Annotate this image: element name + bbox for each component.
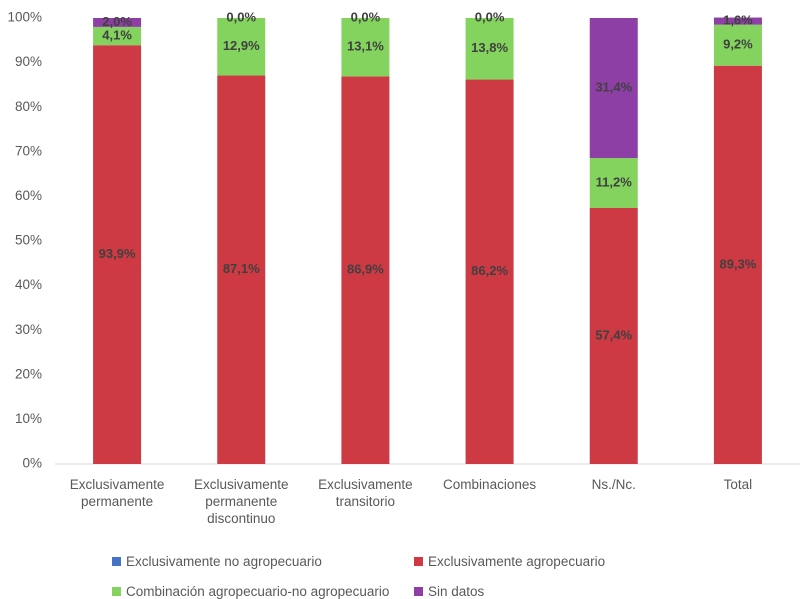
bar-segment (465, 18, 514, 80)
legend-swatch (414, 586, 423, 596)
data-label: 2,0% (102, 14, 132, 29)
data-label: 12,9% (223, 38, 260, 53)
bar-segment (341, 18, 390, 77)
legend-label: Combinación agropecuario-no agropecuario (126, 583, 390, 599)
data-label: 11,2% (596, 174, 633, 189)
data-label: 13,8% (471, 40, 508, 55)
data-label: 86,2% (471, 263, 508, 278)
bar-segment (713, 24, 762, 66)
y-tick-label: 40% (15, 277, 42, 292)
data-label: 93,9% (99, 246, 136, 261)
bar-segment (217, 75, 266, 464)
data-label: 87,1% (223, 261, 260, 276)
x-tick-label: Exclusivamente permanente (69, 477, 165, 509)
legend-swatch (112, 586, 121, 596)
x-tick-label: Exclusivamente transitorio (318, 477, 413, 509)
y-tick-label: 20% (15, 366, 42, 381)
y-tick-label: 10% (15, 411, 42, 426)
data-label: 9,2% (723, 37, 753, 52)
legend-label: Sin datos (428, 583, 485, 599)
legend-swatch (414, 556, 423, 566)
legend-item: Exclusivamente agropecuario (414, 546, 716, 576)
x-tick-label: Ns./Nc. (591, 477, 636, 492)
y-tick-label: 100% (7, 10, 42, 25)
bar-segment (93, 26, 142, 46)
data-label: 0,0% (226, 9, 256, 24)
data-label: 1,6% (723, 13, 753, 28)
data-label: 57,4% (595, 327, 632, 342)
bar-segment (589, 207, 638, 464)
data-label: 31,4% (595, 79, 632, 94)
legend: Exclusivamente no agropecuario Exclusivam… (112, 546, 752, 599)
bar-segment (713, 17, 762, 25)
legend-label: Exclusivamente agropecuario (428, 553, 606, 569)
x-tick-label: Combinaciones (443, 477, 537, 492)
data-label: 89,3% (719, 256, 756, 271)
data-label: 4,1% (102, 28, 132, 43)
data-label: 86,9% (347, 262, 384, 277)
data-label: 0,0% (475, 9, 505, 24)
legend-swatch (112, 556, 121, 566)
legend-item: Sin datos (414, 576, 716, 599)
y-tick-label: 0% (22, 456, 42, 471)
bar-segment (217, 18, 266, 76)
legend-item: Exclusivamente no agropecuario (112, 546, 414, 576)
y-tick-label: 60% (15, 188, 42, 203)
legend-item: Combinación agropecuario-no agropecuario (112, 576, 414, 599)
data-label: 0,0% (351, 9, 381, 24)
bar-segment (589, 18, 638, 159)
bar-segment (713, 65, 762, 465)
bar-segment (93, 18, 142, 27)
bar-segment (341, 76, 390, 465)
legend-label: Exclusivamente no agropecuario (126, 553, 322, 569)
bar-segment (589, 158, 638, 208)
data-label: 13,1% (347, 39, 384, 54)
bar-segment (93, 45, 142, 465)
x-tick-label: Exclusivamente permanente discontinuo (193, 477, 289, 526)
y-tick-label: 50% (15, 233, 42, 248)
y-tick-label: 30% (15, 322, 42, 337)
x-tick-label: Total (723, 477, 753, 492)
y-tick-label: 70% (15, 143, 42, 158)
y-tick-label: 90% (15, 54, 42, 69)
bar-segment (465, 79, 514, 464)
y-tick-label: 80% (15, 99, 42, 114)
